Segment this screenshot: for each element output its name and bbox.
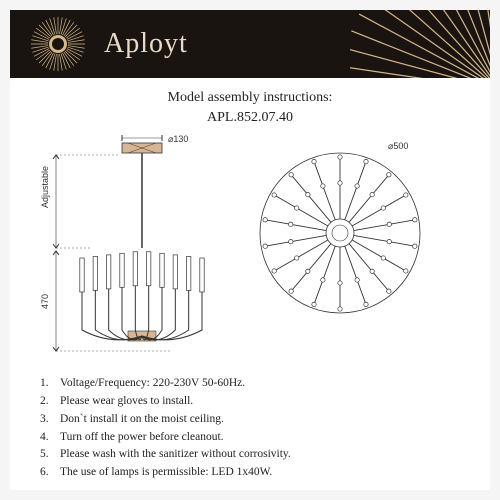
diagram-area: ⌀130 Adjustable 470 bbox=[10, 133, 490, 363]
top-view-diagram: ⌀500 bbox=[260, 141, 420, 313]
instruction-item: Please wash with the sanitizer without c… bbox=[40, 446, 466, 464]
brand-name: Aployt bbox=[104, 28, 188, 60]
canopy-diameter-label: ⌀130 bbox=[168, 134, 188, 144]
instruction-item: Voltage/Frequency: 220-230V 50-60Hz. bbox=[40, 375, 466, 393]
instruction-item: Don`t install it on the moist ceiling. bbox=[40, 411, 466, 429]
top-diameter-label: ⌀500 bbox=[388, 141, 408, 151]
title-block: Model assembly instructions: APL.852.07.… bbox=[10, 88, 490, 127]
logo-sun-icon bbox=[30, 16, 86, 72]
instruction-item: Turn off the power before cleanout. bbox=[40, 429, 466, 447]
instruction-sheet: Aployt Model assembly instructions: APL.… bbox=[10, 10, 490, 490]
adjustable-label: Adjustable bbox=[40, 166, 50, 208]
instructions-list: Voltage/Frequency: 220-230V 50-60Hz.Plea… bbox=[40, 375, 466, 482]
side-view-diagram: ⌀130 Adjustable 470 bbox=[40, 134, 204, 351]
title-line1: Model assembly instructions: bbox=[10, 88, 490, 108]
instruction-item: The use of lamps is permissible: LED 1x4… bbox=[40, 464, 466, 482]
title-line2: APL.852.07.40 bbox=[10, 108, 490, 128]
instruction-item: Please wear gloves to install. bbox=[40, 393, 466, 411]
height-label: 470 bbox=[40, 294, 50, 309]
header-fan-icon bbox=[350, 10, 490, 78]
header-bar: Aployt bbox=[10, 10, 490, 78]
